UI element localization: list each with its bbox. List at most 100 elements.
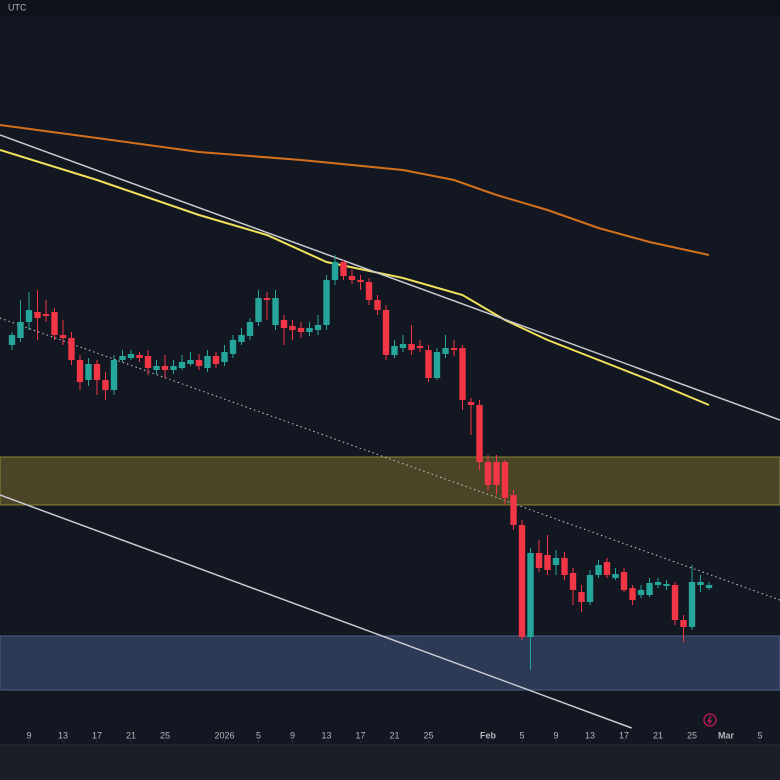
candle-body [272,298,279,325]
x-axis: 9 13 17 21 25 2026 5 9 13 17 21 25 Feb 5 9 13 17 21 25 Mar 5 [26,730,763,743]
candle-body [391,346,398,355]
replay-bolt [707,715,712,725]
candle-body [110,360,118,390]
x-tick-label: Mar [718,730,735,740]
candle-body [127,354,135,358]
x-tick-label: 17 [92,730,102,740]
candle-body [399,344,407,348]
candle-body [467,402,475,405]
candle-body [382,310,390,355]
candle-body [408,344,415,350]
candle-body [365,282,373,300]
candle-body [17,322,24,338]
candle-body [357,280,364,282]
candle-body [238,335,245,342]
overlay-line [0,317,780,601]
candle-body [323,280,330,325]
candle-body [552,558,560,565]
candle-body [484,462,492,485]
header: UTC [8,2,27,12]
candle-body [612,574,619,578]
candle-body [561,558,568,575]
candle-body [306,328,313,332]
candle-body [68,338,75,360]
candle-body [229,340,237,354]
candle-body [85,364,92,380]
candle-body [501,462,509,498]
plot [0,124,780,729]
candle-body [187,360,194,364]
x-tick-label: 17 [619,730,629,740]
x-tick-label: 21 [126,730,136,740]
candle-body [527,553,534,637]
candle-body [518,525,526,637]
candle-body [425,350,432,378]
candle-body [212,356,220,364]
candle-body [493,462,500,485]
x-tick-label: 13 [585,730,595,740]
candle-body [646,583,653,595]
candle-body [25,310,33,322]
candle-body [297,328,305,332]
candle-body [195,360,203,366]
candle-body [246,322,254,336]
candle-body [161,366,169,370]
candle-body [170,366,177,370]
candle-body [629,588,636,600]
x-tick-label: 25 [160,730,170,740]
x-tick-label: 5 [520,730,525,740]
candle-body [255,298,262,322]
candle-body [263,298,271,300]
candle-body [433,352,441,378]
candle-body [102,380,109,390]
candle-body [450,348,458,350]
candle-body [603,562,611,575]
candle-body [144,356,152,368]
candle-body [578,592,585,602]
x-tick-label: 13 [321,730,331,740]
candle-body [76,360,84,382]
x-tick-label: 5 [256,730,261,740]
x-tick-label: 9 [290,730,295,740]
candle-body [671,585,679,620]
candle-body [620,572,628,590]
candle-body [340,262,347,276]
x-tick-label: 5 [758,730,763,740]
candle-body [544,555,551,570]
zone [0,635,780,691]
candle-body [663,584,670,586]
overlay-line [0,124,710,256]
candle-body [178,362,186,368]
candle-body [510,495,517,525]
candle-body [34,312,41,318]
candle-body [289,326,296,330]
candle-body [374,300,381,310]
x-tick-label: Feb [480,730,497,740]
candle-body [204,356,211,368]
candle-body [119,356,126,360]
candle-body [705,585,713,588]
candle-body [680,620,687,627]
top-bar [0,0,780,16]
candle-body [595,565,602,575]
overlay-line [0,134,780,421]
x-tick-label: 17 [355,730,365,740]
candle-body [637,590,645,595]
x-tick-label: 21 [389,730,399,740]
x-tick-label: 25 [687,730,697,740]
candle-body [314,325,322,330]
x-tick-label: 25 [423,730,433,740]
overlay-line [0,494,632,729]
candle-body [348,276,356,280]
zone [0,456,780,506]
candle-body [416,346,424,348]
candle-body [442,348,449,354]
x-tick-label: 9 [26,730,31,740]
candle-body [697,582,704,585]
candle-body [459,348,466,400]
candle-body [476,405,483,462]
candle-body [59,335,67,338]
replay-icon[interactable] [703,713,717,727]
candle-body [535,553,543,568]
candle-body [51,312,58,335]
